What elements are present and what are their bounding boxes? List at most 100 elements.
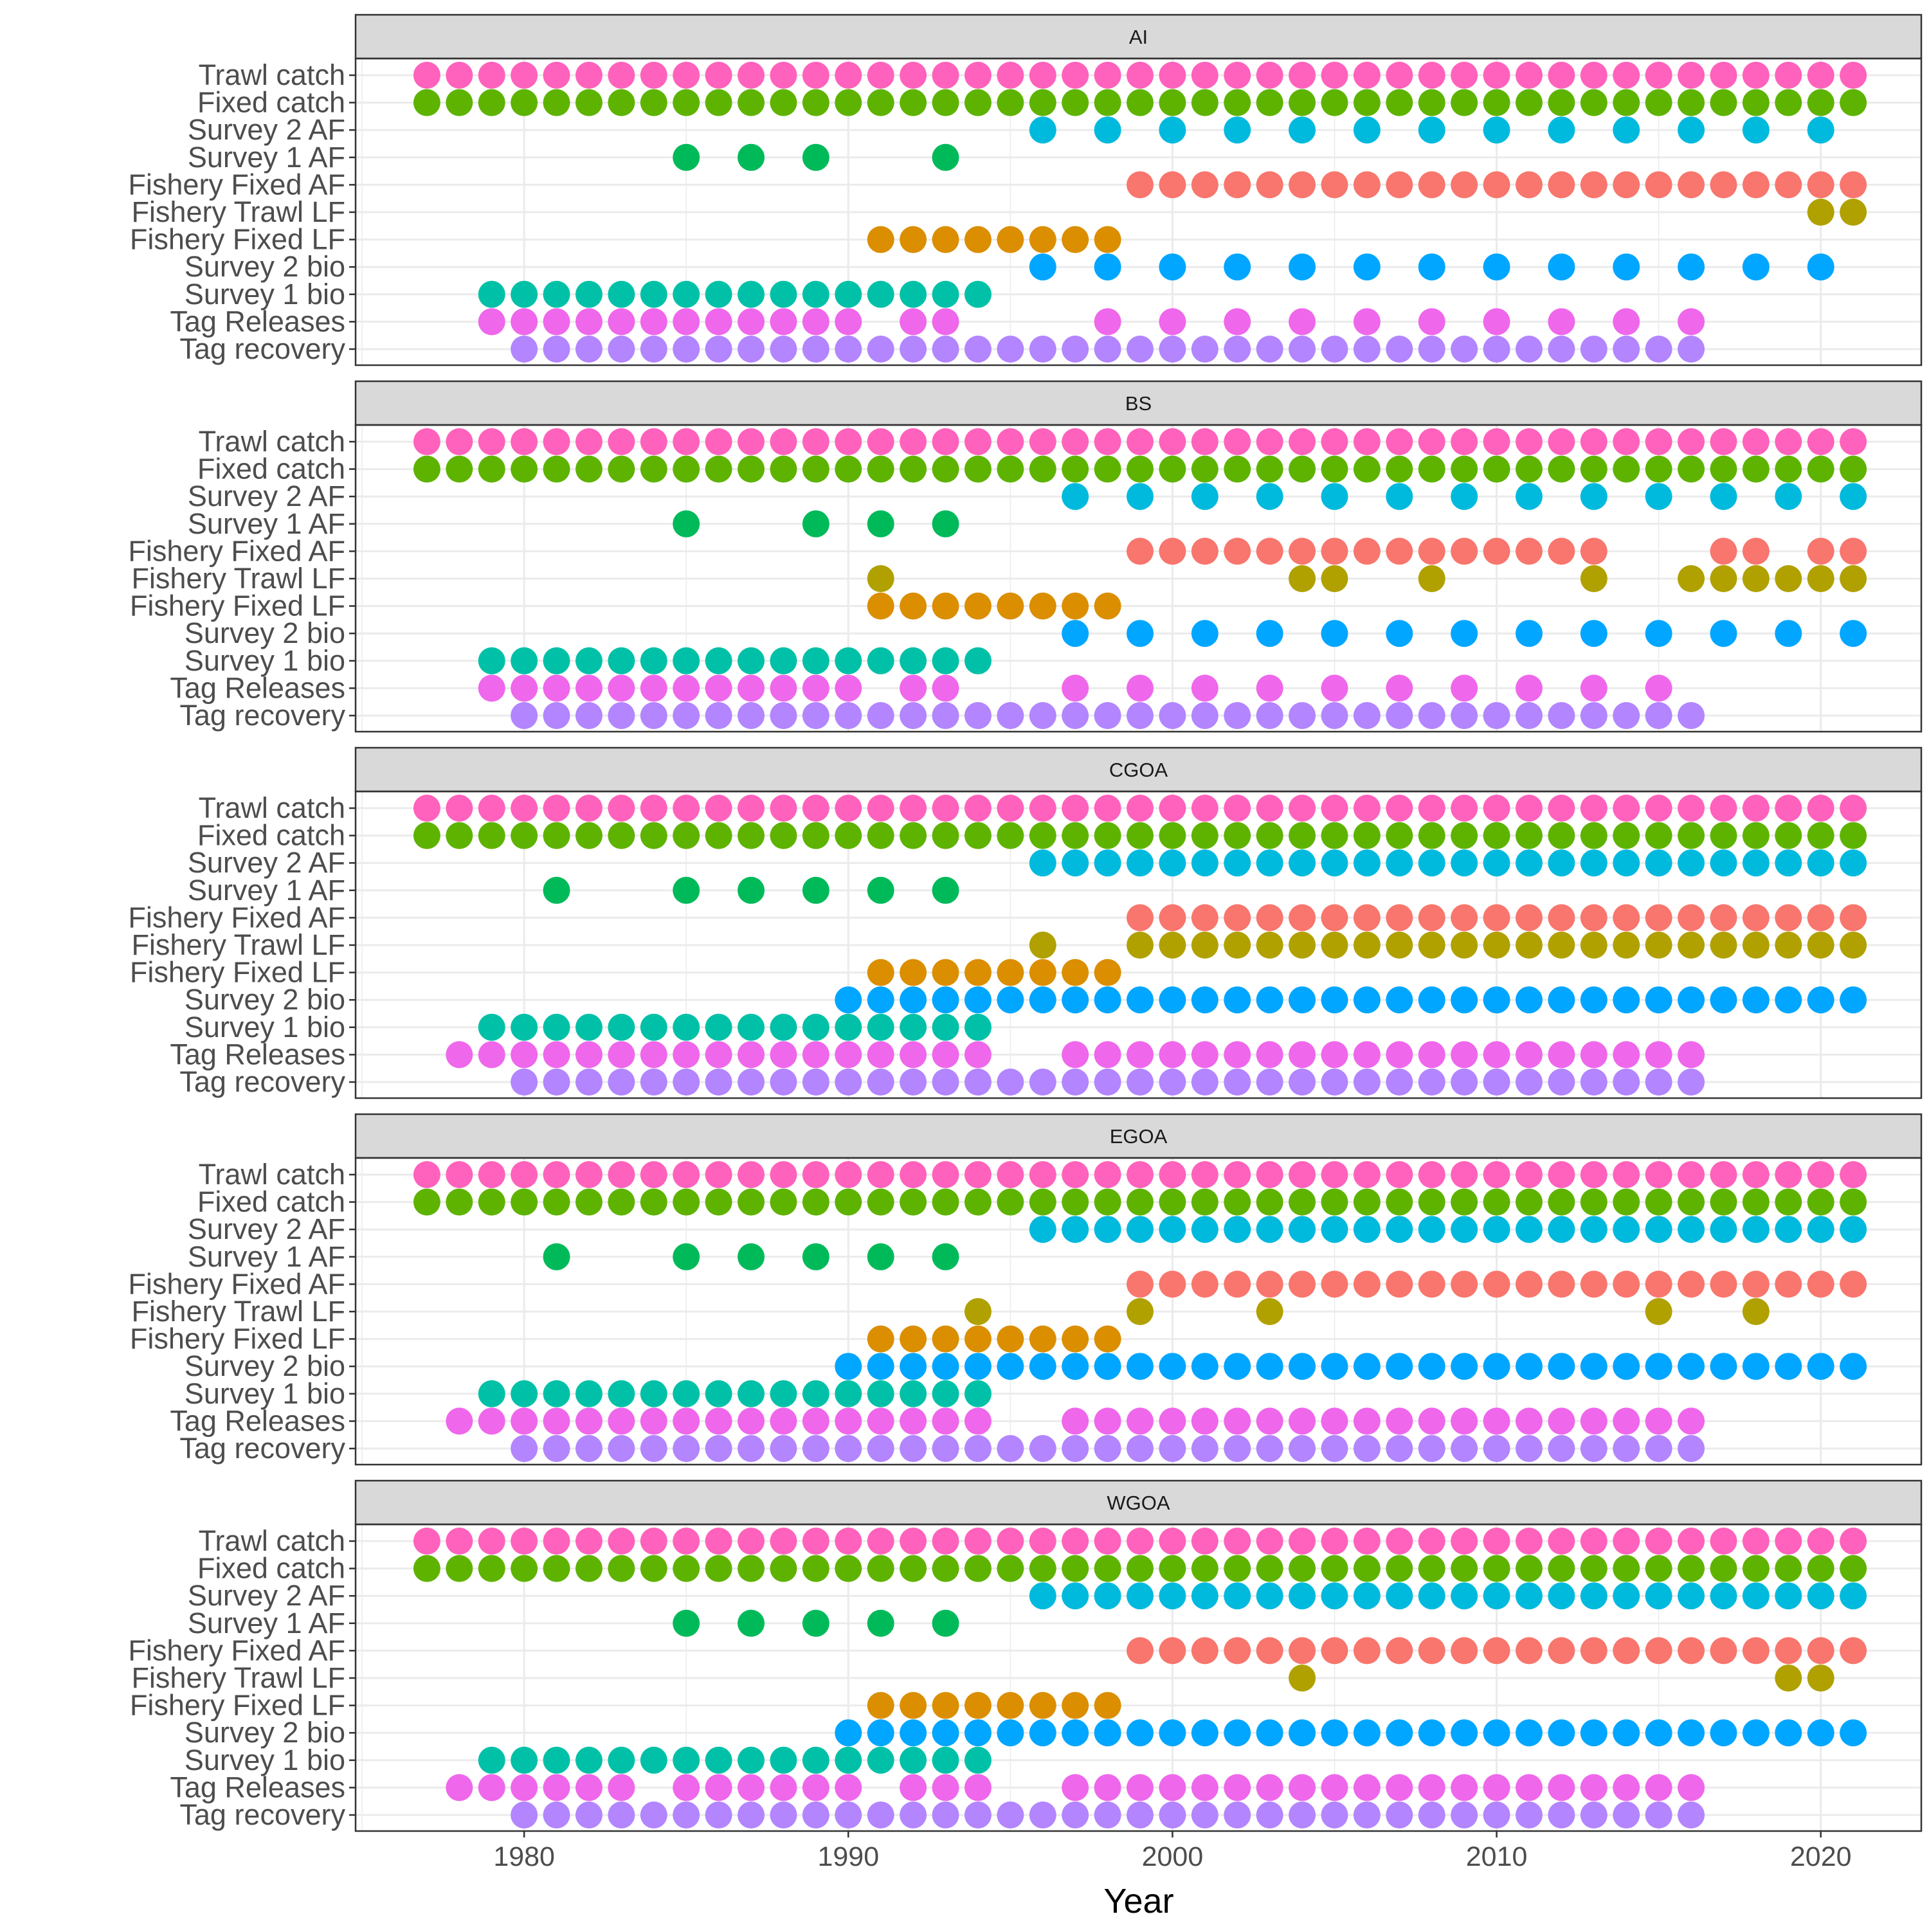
data-point	[900, 1719, 927, 1747]
data-point	[1548, 308, 1575, 336]
data-point	[1029, 1216, 1056, 1243]
data-point	[705, 1188, 732, 1216]
y-tick-label: Tag recovery	[179, 699, 345, 732]
data-point	[738, 1243, 765, 1270]
data-point	[1029, 1435, 1056, 1462]
data-point	[1029, 1325, 1056, 1353]
data-point	[1029, 1582, 1056, 1610]
data-point	[738, 1528, 765, 1555]
data-point	[705, 1774, 732, 1801]
data-point	[543, 455, 570, 483]
data-point	[1418, 171, 1445, 199]
data-point	[1645, 620, 1672, 647]
y-tick-label: Survey 2 bio	[185, 1716, 345, 1749]
data-point	[1094, 308, 1121, 336]
data-point	[673, 1188, 700, 1216]
data-point	[1807, 1582, 1834, 1610]
data-point	[1580, 1353, 1608, 1380]
data-point	[1159, 1270, 1186, 1298]
data-point	[1094, 986, 1121, 1014]
data-point	[673, 1528, 700, 1555]
data-point	[1386, 822, 1413, 849]
data-point	[964, 1528, 992, 1555]
data-point	[1840, 1188, 1867, 1216]
data-point	[1548, 986, 1575, 1014]
data-point	[1224, 537, 1251, 565]
data-point	[608, 1435, 635, 1462]
data-point	[932, 1692, 959, 1719]
data-point	[543, 822, 570, 849]
data-point	[1191, 1069, 1218, 1096]
data-point	[1386, 537, 1413, 565]
data-point	[1451, 1069, 1478, 1096]
data-point	[575, 1188, 602, 1216]
data-point	[478, 89, 505, 116]
y-tick-label: Survey 1 AF	[188, 1240, 345, 1273]
data-point	[1840, 537, 1867, 565]
data-point	[1418, 308, 1445, 336]
data-point	[1742, 1298, 1770, 1325]
data-point	[770, 1069, 797, 1096]
data-point	[964, 1407, 992, 1435]
data-point	[1515, 1435, 1543, 1462]
data-point	[1353, 1407, 1381, 1435]
data-point	[1418, 565, 1445, 592]
data-point	[1418, 1582, 1445, 1610]
data-point	[1062, 1407, 1089, 1435]
data-point	[1645, 1528, 1672, 1555]
data-point	[1321, 795, 1348, 822]
data-point	[997, 1435, 1024, 1462]
data-point	[1548, 1528, 1575, 1555]
data-point	[1418, 1555, 1445, 1582]
data-point	[1094, 455, 1121, 483]
data-point	[478, 308, 505, 336]
data-point	[738, 876, 765, 904]
data-point	[1483, 89, 1510, 116]
data-point	[1710, 483, 1737, 510]
data-point	[997, 455, 1024, 483]
data-point	[1580, 565, 1608, 592]
data-point	[1386, 455, 1413, 483]
data-point	[802, 1746, 829, 1774]
data-point	[964, 226, 992, 253]
data-point	[1515, 1801, 1543, 1828]
data-point	[575, 1528, 602, 1555]
data-point	[835, 986, 862, 1014]
data-point	[1613, 253, 1640, 281]
data-point	[1191, 171, 1218, 199]
data-point	[1062, 336, 1089, 363]
data-point	[1742, 1353, 1770, 1380]
data-point	[1645, 1041, 1672, 1069]
data-point	[932, 428, 959, 455]
data-point	[1548, 116, 1575, 144]
data-point	[1353, 62, 1381, 89]
y-tick-label: Fishery Fixed LF	[130, 1689, 345, 1722]
data-point	[1678, 986, 1705, 1014]
data-point	[1678, 89, 1705, 116]
data-point	[1289, 1665, 1316, 1692]
x-tick-label: 2000	[1142, 1841, 1204, 1872]
data-point	[1515, 1353, 1543, 1380]
data-point	[1483, 455, 1510, 483]
facet-strip	[354, 746, 1923, 793]
data-point	[511, 1188, 538, 1216]
data-point	[1224, 1582, 1251, 1610]
data-point	[1548, 1719, 1575, 1747]
data-point	[575, 1380, 602, 1407]
data-point	[1613, 308, 1640, 336]
data-point	[1580, 822, 1608, 849]
data-point	[1029, 1069, 1056, 1096]
data-point	[1580, 795, 1608, 822]
data-point	[1256, 1407, 1283, 1435]
data-point	[543, 1069, 570, 1096]
data-point	[964, 62, 992, 89]
data-point	[511, 1041, 538, 1069]
data-point	[1548, 171, 1575, 199]
data-point	[1840, 1216, 1867, 1243]
data-point	[835, 455, 862, 483]
data-point	[738, 336, 765, 363]
data-point	[1710, 1528, 1737, 1555]
data-point	[738, 1435, 765, 1462]
data-point	[1256, 1719, 1283, 1747]
data-point	[1483, 428, 1510, 455]
